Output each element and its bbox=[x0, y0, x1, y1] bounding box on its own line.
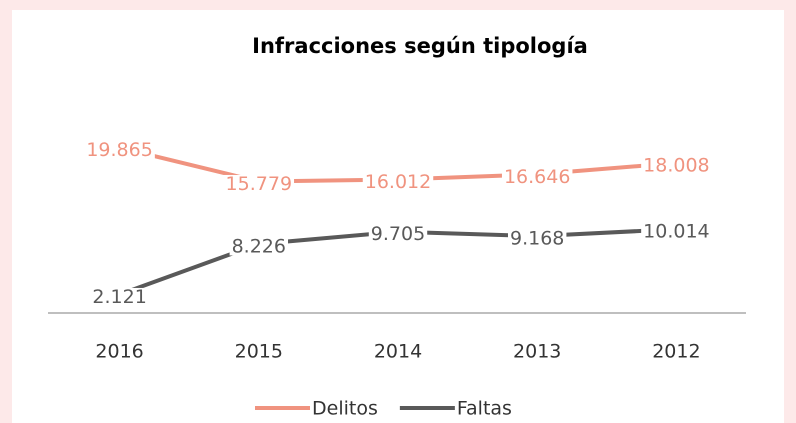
data-label: 16.646 bbox=[504, 166, 570, 188]
data-label: 8.226 bbox=[232, 235, 286, 257]
data-label-bg bbox=[223, 174, 295, 193]
data-label-bg bbox=[84, 141, 155, 160]
data-label-bg bbox=[501, 167, 573, 186]
x-tick-label: 2012 bbox=[652, 341, 700, 363]
data-label: 2.121 bbox=[92, 286, 146, 308]
data-label: 16.012 bbox=[365, 171, 431, 193]
data-label-bg bbox=[90, 287, 149, 306]
data-label-bg bbox=[641, 222, 712, 241]
data-label: 19.865 bbox=[86, 139, 152, 161]
legend-label: Faltas bbox=[457, 398, 512, 420]
data-label-bg bbox=[362, 173, 434, 192]
data-label-bg bbox=[229, 237, 289, 256]
data-label: 18.008 bbox=[643, 155, 709, 177]
x-tick-label: 2016 bbox=[95, 341, 143, 363]
data-label-bg bbox=[507, 229, 567, 248]
x-tick-label: 2015 bbox=[235, 341, 283, 363]
x-tick-label: 2014 bbox=[374, 341, 422, 363]
data-label-bg bbox=[641, 156, 712, 175]
chart-title: Infracciones según tipología bbox=[252, 34, 588, 58]
chart-area bbox=[12, 10, 784, 423]
x-tick-label: 2013 bbox=[513, 341, 561, 363]
data-label-bg bbox=[368, 225, 428, 244]
data-label: 9.705 bbox=[371, 223, 425, 245]
legend-label: Delitos bbox=[312, 398, 378, 420]
data-label: 15.779 bbox=[226, 173, 292, 195]
data-label: 10.014 bbox=[643, 221, 709, 243]
data-label: 9.168 bbox=[510, 228, 564, 250]
